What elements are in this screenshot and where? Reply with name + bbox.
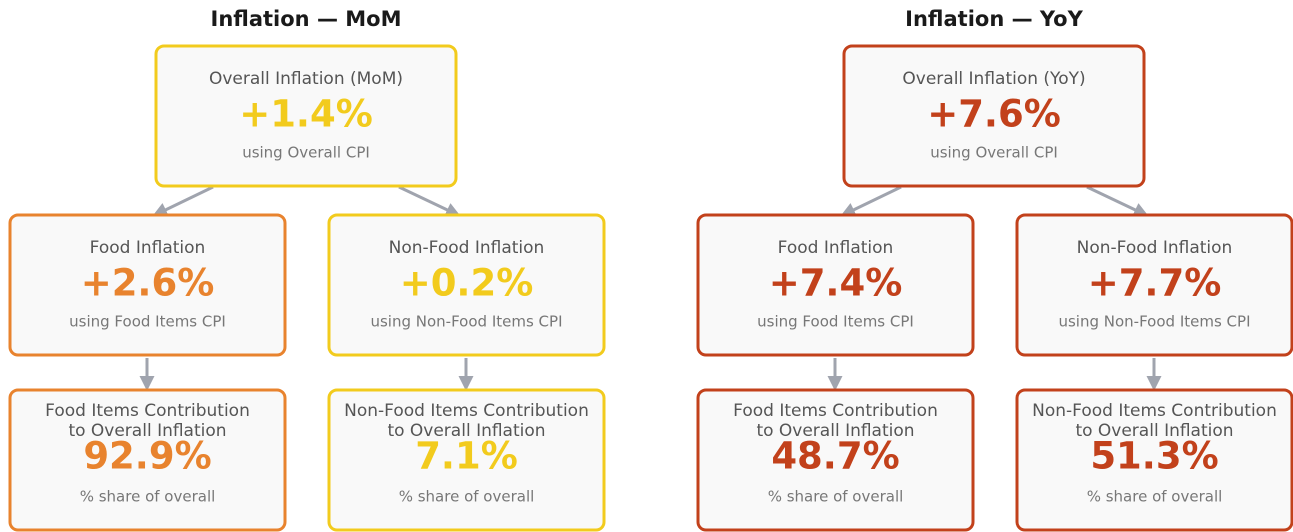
node-box [696,388,975,532]
node-box [154,44,458,188]
node-sub: using Overall CPI [242,144,370,162]
node-sub: using Food Items CPI [757,313,914,331]
node-box [842,44,1146,188]
panel-title: Inflation — YoY [905,7,1083,31]
node-box [696,213,975,357]
node-value: 7.1% [415,435,518,478]
node-label: Food Items Contribution [45,401,250,421]
node-box [327,213,606,357]
node-label: to Overall Inflation [1075,421,1233,441]
node-sub: using Overall CPI [930,144,1058,162]
node-value: +2.6% [81,262,215,305]
node-value: +1.4% [239,93,373,136]
node-label: Non-Food Inflation [389,238,545,258]
node-box [1015,213,1293,357]
node-label: to Overall Inflation [756,421,914,441]
node-value: 51.3% [1090,435,1218,478]
node-value: +7.4% [769,262,903,305]
node-label: Non-Food Items Contribution [344,401,589,421]
node-box [8,213,287,357]
node-box [327,388,606,532]
node-label: Overall Inflation (MoM) [209,69,403,89]
node-label: Non-Food Items Contribution [1032,401,1277,421]
arrow [398,185,461,217]
node-label: to Overall Inflation [387,421,545,441]
node-value: 48.7% [771,435,899,478]
node-sub: using Non-Food Items CPI [370,313,562,331]
node-label: Non-Food Inflation [1077,238,1233,258]
node-sub: using Non-Food Items CPI [1058,313,1250,331]
node-label: to Overall Inflation [68,421,226,441]
node-box [1015,388,1293,532]
arrow [1086,185,1149,217]
node-box [8,388,287,532]
node-value: +7.6% [927,93,1061,136]
arrow [152,185,214,217]
node-label: Overall Inflation (YoY) [902,69,1085,89]
node-label: Food Inflation [90,238,206,258]
node-sub: % share of overall [1087,488,1223,506]
node-value: +0.2% [400,262,534,305]
panel-title: Inflation — MoM [211,7,402,31]
node-label: Food Inflation [778,238,894,258]
node-value: 92.9% [83,435,211,478]
node-sub: % share of overall [80,488,216,506]
node-sub: using Food Items CPI [69,313,226,331]
arrow [840,185,902,217]
node-label: Food Items Contribution [733,401,938,421]
node-sub: % share of overall [768,488,904,506]
node-value: +7.7% [1088,262,1222,305]
node-sub: % share of overall [399,488,535,506]
